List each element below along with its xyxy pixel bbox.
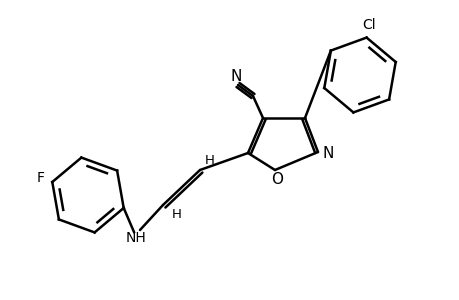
Text: H: H (205, 154, 214, 166)
Text: O: O (270, 172, 282, 188)
Text: H: H (172, 208, 182, 221)
Text: N: N (322, 146, 333, 161)
Text: NH: NH (125, 231, 146, 245)
Text: N: N (230, 68, 241, 83)
Text: Cl: Cl (361, 18, 375, 32)
Text: F: F (37, 171, 45, 185)
